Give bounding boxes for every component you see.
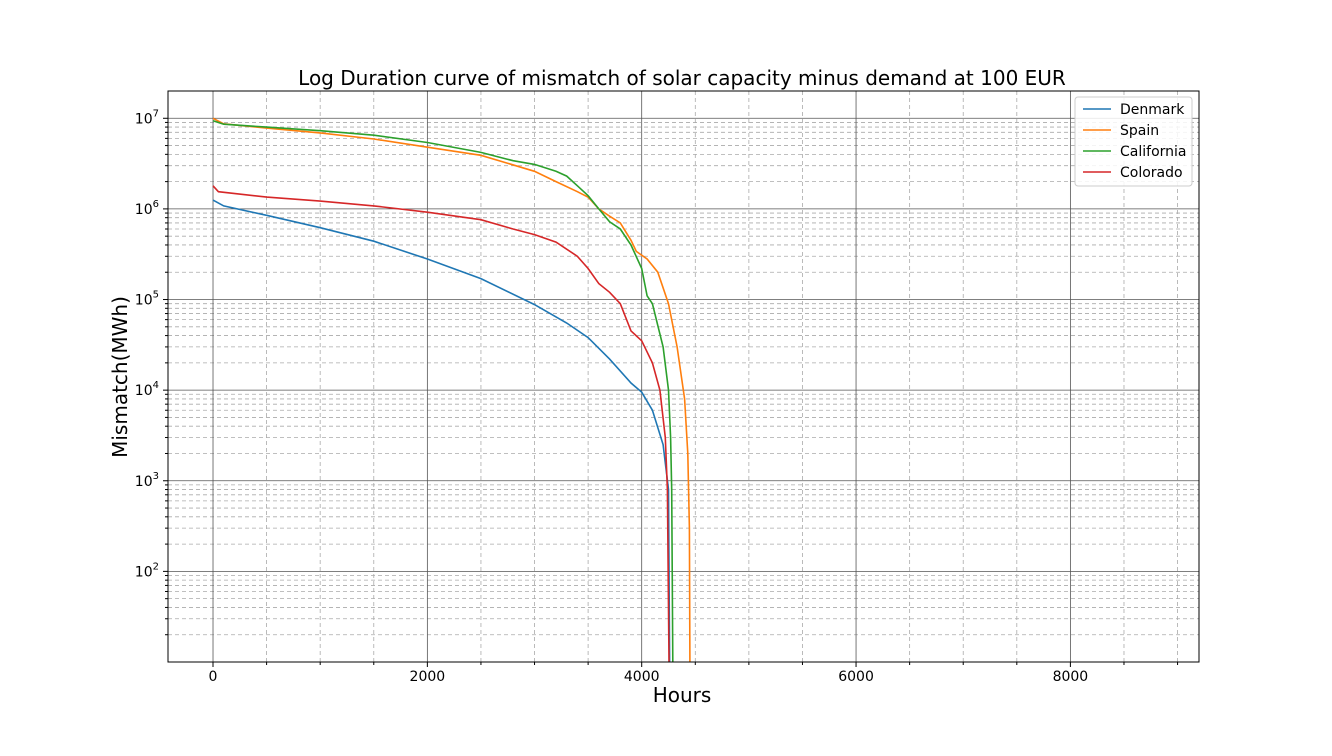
legend-label: Spain [1120, 123, 1159, 139]
y-tick-label: 104 [135, 380, 159, 399]
plot-frame [167, 90, 1200, 663]
plot-layer [212, 117, 691, 662]
y-tick-label: 103 [135, 471, 159, 490]
x-tick-label: 4000 [624, 669, 660, 685]
series-line-denmark [212, 199, 671, 662]
x-axis-ticks: 0 2000 4000 6000 8000 [209, 662, 1179, 685]
series-line-spain [212, 117, 691, 662]
legend-box [1074, 96, 1193, 187]
y-tick-label: 107 [135, 108, 159, 127]
legend-label: Colorado [1120, 165, 1183, 181]
series-line-california [212, 119, 674, 662]
y-tick-label: 106 [135, 199, 159, 218]
x-tick-label: 6000 [838, 669, 874, 685]
legend-label: Denmark [1120, 102, 1185, 118]
legend-label: California [1120, 144, 1186, 160]
y-axis-ticks: 107 106 105 104 103 102 [135, 108, 168, 636]
x-tick-label: 8000 [1053, 669, 1089, 685]
y-axis-label: Mismatch(MWh) [108, 296, 132, 458]
x-tick-label: 0 [209, 669, 218, 685]
grid-layer [168, 91, 1199, 662]
y-tick-label: 105 [135, 290, 159, 309]
series-line-colorado [212, 185, 670, 662]
x-axis-label: Hours [653, 683, 712, 707]
chart-title: Log Duration curve of mismatch of solar … [298, 66, 1066, 90]
legend: Denmark Spain California Colorado [1074, 96, 1193, 187]
y-tick-label: 102 [135, 561, 159, 580]
x-tick-label: 2000 [410, 669, 446, 685]
